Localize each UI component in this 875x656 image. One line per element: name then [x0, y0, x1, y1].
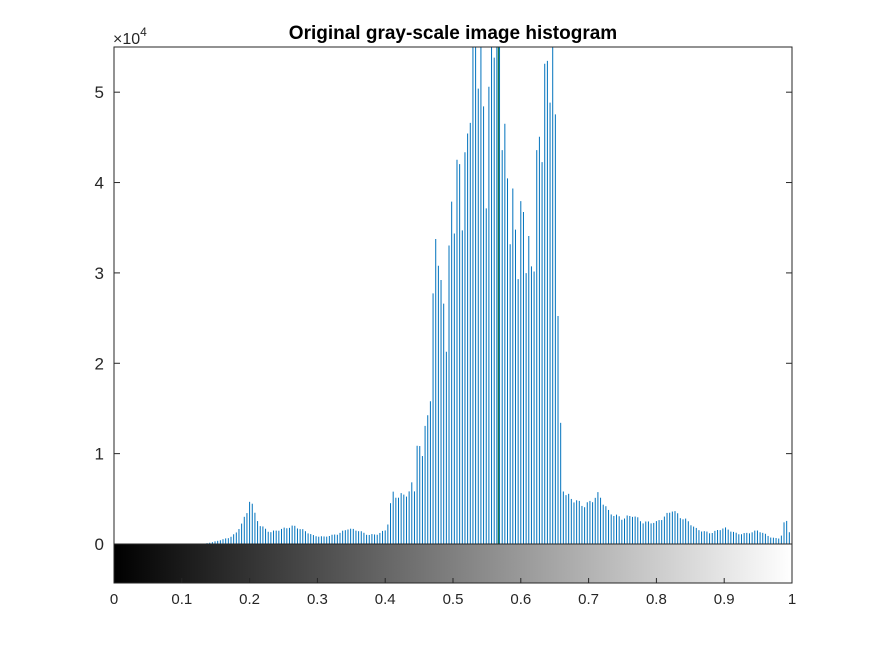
x-tick-label: 0.2 — [239, 591, 260, 608]
x-axis: 0 0.1 0.2 0.3 0.4 0.5 0.6 0.7 0.8 0.9 1 — [110, 578, 796, 608]
y-tick-label: 4 — [95, 174, 104, 193]
y-tick-label: 3 — [95, 264, 104, 283]
x-tick-label: 0.5 — [443, 591, 464, 608]
y-axis: 0 1 2 3 4 5 ×104 — [95, 25, 792, 554]
x-tick-label: 0.1 — [171, 591, 192, 608]
y-tick-label: 5 — [95, 83, 104, 102]
x-tick-label: 0.3 — [307, 591, 328, 608]
chart-title: Original gray-scale image histogram — [289, 23, 617, 44]
plot-area — [114, 47, 793, 544]
x-tick-label: 0.9 — [714, 591, 735, 608]
x-tick-label: 0.4 — [375, 591, 396, 608]
x-tick-label: 0.8 — [646, 591, 667, 608]
axes-background — [114, 47, 792, 544]
x-tick-label: 1 — [788, 591, 796, 608]
y-tick-label: 1 — [95, 445, 104, 464]
x-tick-label: 0.6 — [510, 591, 531, 608]
grayscale-colorbar — [113, 543, 793, 584]
x-tick-label: 0.7 — [578, 591, 599, 608]
histogram-bars — [203, 47, 793, 544]
x-tick-label: 0 — [110, 591, 118, 608]
y-exponent-label: ×104 — [113, 25, 147, 48]
y-tick-label: 0 — [95, 535, 104, 554]
y-tick-label: 2 — [95, 354, 104, 373]
